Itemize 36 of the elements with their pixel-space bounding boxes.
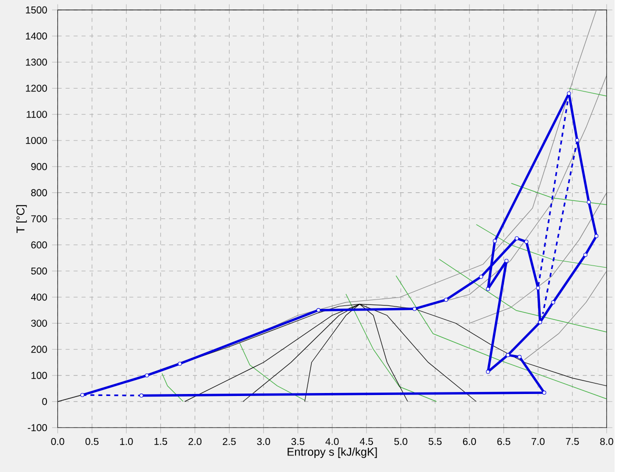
x-tick-label: 2.0 [188,438,202,445]
y-axis-title: T [°C] [16,204,27,233]
x-tick-label: 0.0 [51,438,64,445]
y-tick-label: 300 [31,320,47,327]
y-tick-label: 700 [31,215,47,222]
x-tick-label: 7.0 [532,438,545,445]
x-tick-label: 3.0 [257,438,270,445]
x-tick-label: 8.0 [600,438,614,445]
y-tick-label: 200 [31,346,47,353]
x-tick-label: 5.0 [394,438,408,445]
y-tick-label: 600 [31,241,47,248]
x-tick-label: 2.5 [222,438,236,445]
x-tick-label: 1.5 [154,438,168,445]
x-tick-label: 5.5 [428,438,442,445]
y-tick-label: 1100 [26,110,47,118]
x-tick-label: 7.5 [566,438,579,445]
y-tick-label: 0 [42,398,47,405]
y-tick-label: 900 [31,162,47,170]
y-tick-label: 1200 [26,84,47,92]
y-tick-label: 1300 [26,58,47,66]
y-tick-label: 500 [31,267,47,274]
y-tick-label: 1000 [26,136,47,144]
y-tick-label: 800 [31,188,47,196]
x-tick-label: 4.0 [326,438,339,445]
y-tick-label: 1400 [26,32,47,40]
y-tick-label: 100 [32,372,47,379]
y-tick-label: -100 [28,424,47,431]
x-tick-label: 1.0 [120,438,133,445]
x-tick-label: 6.5 [497,438,510,445]
x-axis-title: Entropy s [kJ/kgK] [288,447,377,458]
x-tick-label: 6.0 [463,438,476,445]
x-tick-label: 0.5 [85,438,98,445]
y-tick-label: 1500 [26,6,47,14]
x-tick-label: 4.5 [360,438,373,445]
y-tick-label: 400 [30,293,47,300]
x-tick-label: 3.5 [291,438,304,445]
